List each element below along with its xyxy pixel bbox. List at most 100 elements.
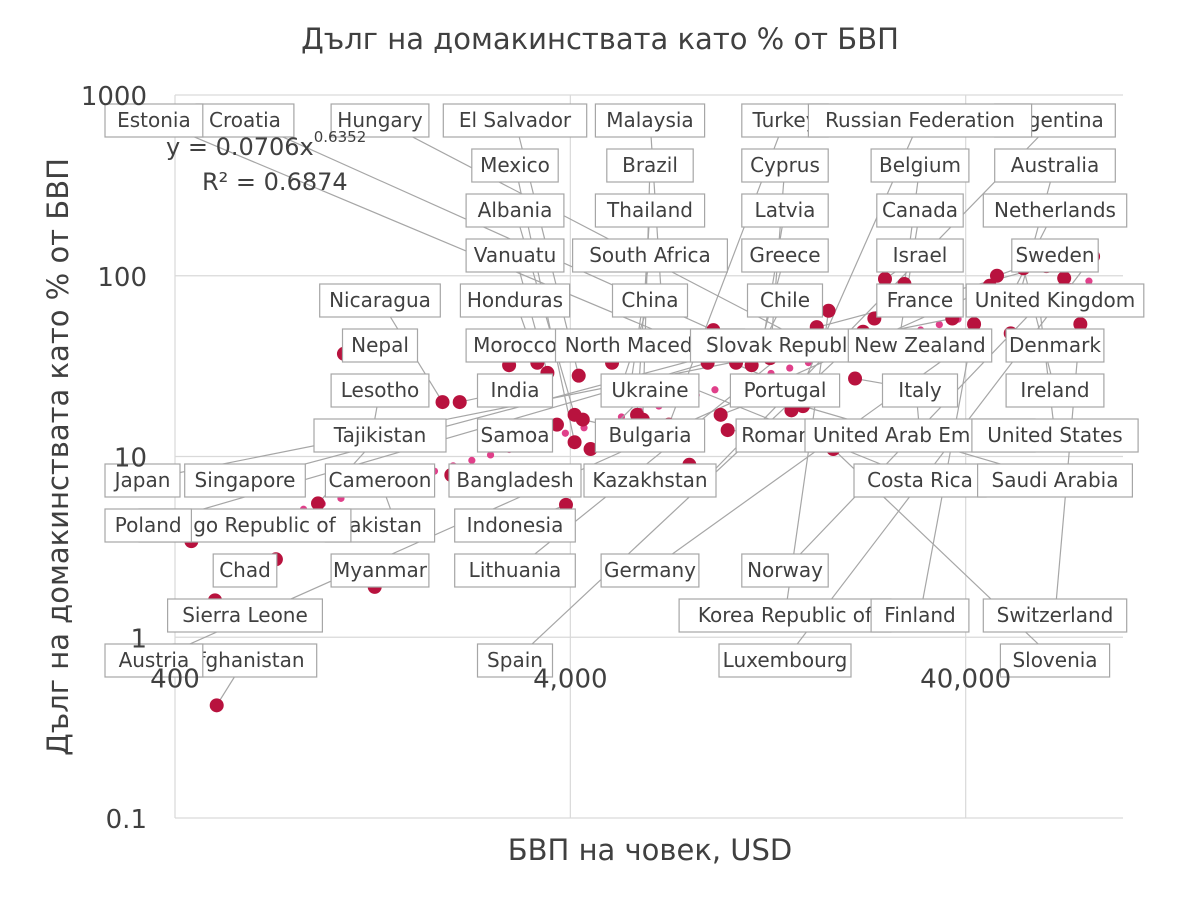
trendline-dot <box>935 321 943 329</box>
data-label-box <box>319 283 441 318</box>
data-label: United States <box>987 423 1122 447</box>
data-label: Vanuatu <box>474 243 557 267</box>
data-label: Ukraine <box>611 378 688 402</box>
trendline-dot <box>561 429 569 437</box>
data-label: Costa Rica <box>867 468 973 492</box>
x-tick-label: 4,000 <box>533 664 607 694</box>
data-point <box>967 317 982 332</box>
data-label: Luxembourg <box>723 648 848 672</box>
data-label: Netherlands <box>994 198 1116 222</box>
data-label-box <box>465 193 565 228</box>
data-label-box <box>976 463 1133 498</box>
data-label: Australia <box>1011 153 1099 177</box>
data-label: Switzerland <box>997 603 1114 627</box>
chart-title: Дълг на домакинствата като % от БВП <box>301 22 899 56</box>
data-label: Estonia <box>117 108 191 132</box>
data-labels: Afghanistan Sierra Leone Chad Myanmar Pakist… <box>104 103 1145 678</box>
y-tick-label: 1000 <box>81 82 147 112</box>
data-label: Hungary <box>337 108 423 132</box>
data-label: Norway <box>747 558 823 582</box>
data-label-box <box>999 643 1111 678</box>
data-point <box>720 423 735 438</box>
data-label-box <box>600 553 700 588</box>
data-label-box <box>476 373 554 408</box>
data-label-box <box>324 463 436 498</box>
data-label: Pakistan <box>338 513 422 537</box>
data-label-box <box>476 643 554 678</box>
data-point <box>1057 271 1072 286</box>
data-label: Myanmar <box>333 558 428 582</box>
data-label-box <box>454 553 576 588</box>
label-leader-line <box>1016 164 1056 304</box>
data-label: Slovenia <box>1012 648 1097 672</box>
equation-base: y = 0.0706x <box>166 133 314 161</box>
data-label: Thailand <box>606 198 693 222</box>
data-label: Albania <box>478 198 553 222</box>
data-label: Mexico <box>480 153 550 177</box>
data-point <box>558 497 573 512</box>
data-label: Samoa <box>481 423 550 447</box>
data-label: Austria <box>119 648 190 672</box>
trendline-dot <box>486 451 495 459</box>
data-point <box>1073 317 1088 332</box>
data-label: Nicaragua <box>329 288 431 312</box>
data-label: Korea Republic of <box>698 603 873 627</box>
data-point <box>452 395 467 410</box>
data-label: Latvia <box>755 198 816 222</box>
data-label-box <box>104 463 181 498</box>
data-label-box <box>994 148 1116 183</box>
data-label: Croatia <box>209 108 281 132</box>
data-label-box <box>1005 328 1105 363</box>
data-label-box <box>870 598 970 633</box>
data-label-box <box>600 373 700 408</box>
data-label-box <box>870 148 970 183</box>
data-point <box>575 412 590 427</box>
data-label-box <box>104 643 204 678</box>
data-label: Greece <box>749 243 820 267</box>
data-point <box>549 417 564 432</box>
data-label: El Salvador <box>459 108 572 132</box>
trendline-dot <box>468 456 476 464</box>
data-label-box <box>195 103 295 138</box>
data-label-box <box>876 283 964 318</box>
data-label-box <box>330 103 430 138</box>
data-label-box <box>746 283 824 318</box>
trendline-dot <box>711 386 719 394</box>
data-label-box <box>1011 238 1099 273</box>
data-label-box <box>459 283 571 318</box>
data-label-box <box>965 283 1145 318</box>
data-label: Italy <box>898 378 942 402</box>
data-label-box <box>471 148 559 183</box>
data-label: New Zealand <box>854 333 985 357</box>
data-label-box <box>465 238 565 273</box>
data-label-box <box>741 148 829 183</box>
data-label-box <box>167 598 324 633</box>
data-label: Canada <box>882 198 958 222</box>
data-label: Chile <box>760 288 810 312</box>
data-label: Spain <box>487 648 543 672</box>
data-label: Brazil <box>622 153 678 177</box>
data-label-box <box>881 373 959 408</box>
data-label: Finland <box>884 603 955 627</box>
data-label-box <box>184 463 306 498</box>
data-label: China <box>621 288 678 312</box>
x-axis-label: БВП на човек, USD <box>508 833 793 867</box>
data-label: Cameroon <box>329 468 432 492</box>
data-label-box <box>982 598 1128 633</box>
data-label-box <box>611 283 689 318</box>
trendline-equation: y = 0.0706x0.6352 <box>166 128 366 161</box>
data-label-box <box>212 553 278 588</box>
data-label: France <box>887 288 954 312</box>
data-label: Japan <box>113 468 171 492</box>
data-label-box <box>448 463 582 498</box>
label-leader-line <box>379 119 814 347</box>
data-label-box <box>876 193 964 228</box>
data-point <box>567 435 582 450</box>
data-label-box <box>330 553 430 588</box>
data-point <box>713 407 728 422</box>
data-label: Indonesia <box>467 513 564 537</box>
data-point <box>583 442 598 457</box>
data-label: Poland <box>115 513 182 537</box>
data-label-box <box>341 328 419 363</box>
data-label: Lesotho <box>341 378 420 402</box>
